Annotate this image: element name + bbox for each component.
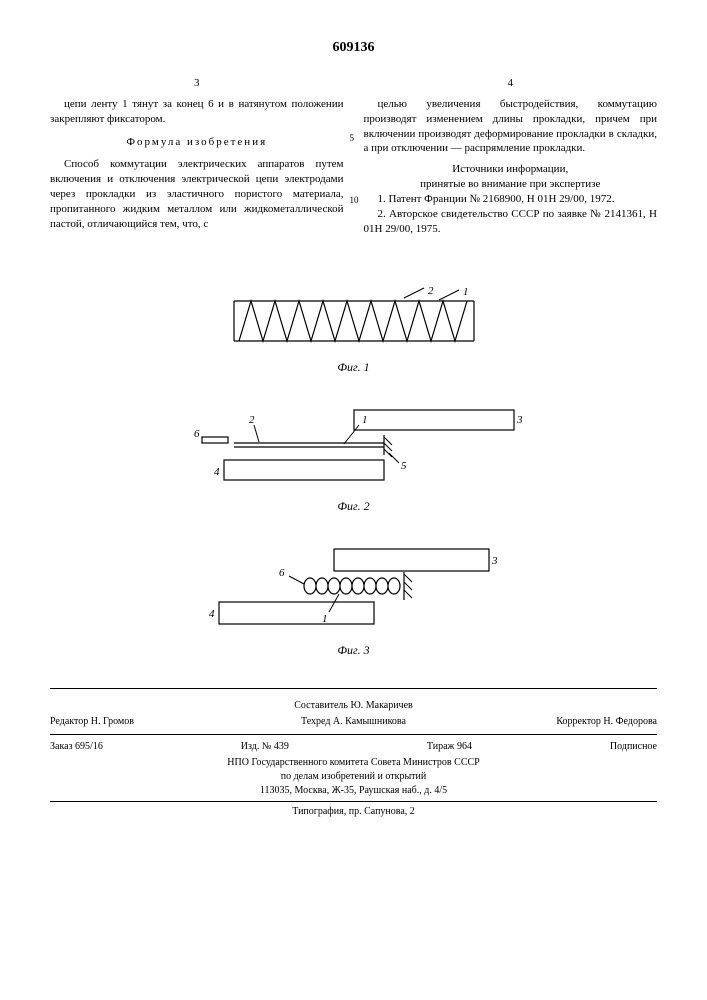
footer-compiler: Составитель Ю. Макаричев <box>50 699 657 713</box>
figures-block: 2 1 Фиг. 1 6 2 1 5 <box>50 286 657 658</box>
sources-title: Источники информации, принятые во вниман… <box>364 162 658 192</box>
col-num-left: 3 <box>50 76 344 91</box>
line-mark-10: 10 <box>350 194 359 206</box>
footer-org2: по делам изобретений и открытий <box>50 770 657 784</box>
continuation: целью увеличения быстродействия, коммута… <box>364 97 658 156</box>
line-mark-5: 5 <box>350 132 355 144</box>
right-column: 4 целью увеличения быстродействия, комму… <box>364 76 658 236</box>
footer-separator <box>50 688 657 689</box>
fig3-label-1: 1 <box>322 613 328 625</box>
text-columns: 3 цепи ленту 1 тянут за конец 6 и в натя… <box>50 76 657 236</box>
footer-tirazh: Тираж 964 <box>427 740 472 754</box>
fig2-label-4: 4 <box>214 466 220 478</box>
footer-corrector: Корректор Н. Федорова <box>455 715 657 729</box>
patent-number: 609136 <box>50 40 657 56</box>
fig3-label-3: 3 <box>491 555 498 567</box>
fig3-label-6: 6 <box>279 567 285 579</box>
left-column: 3 цепи ленту 1 тянут за конец 6 и в натя… <box>50 76 344 236</box>
fig2-label-2: 2 <box>249 414 255 426</box>
source-1: 1. Патент Франции № 2168900, Н 01Н 29/00… <box>364 192 658 207</box>
footer-credits: Редактор Н. Громов Техред А. Камышникова… <box>50 713 657 731</box>
footer-printer: Типография, пр. Сапунова, 2 <box>50 805 657 819</box>
source-2: 2. Авторское свидетельство СССР по заявк… <box>364 207 658 237</box>
footer-print-meta: Заказ 695/16 Изд. № 439 Тираж 964 Подпис… <box>50 738 657 756</box>
fig2-label-5: 5 <box>401 460 407 472</box>
footer-order: Заказ 695/16 <box>50 740 103 754</box>
fig1-label-1: 1 <box>463 286 469 298</box>
fig2-label-6: 6 <box>194 428 200 440</box>
footer-block: Составитель Ю. Макаричев Редактор Н. Гро… <box>50 699 657 819</box>
fig2-label-1: 1 <box>362 414 368 426</box>
footer-address: 113035, Москва, Ж-35, Раушская наб., д. … <box>50 784 657 798</box>
footer-subscription: Подписное <box>610 740 657 754</box>
figure-1: 2 1 <box>214 286 494 356</box>
figure-2: 6 2 1 5 3 4 <box>184 405 524 495</box>
fig2-caption: Фиг. 2 <box>50 499 657 514</box>
fig2-label-3: 3 <box>516 414 523 426</box>
footer-techred: Техред А. Камышникова <box>252 715 454 729</box>
fig1-label-2: 2 <box>428 286 434 297</box>
claim-text: Способ коммутации электрических аппарато… <box>50 157 344 231</box>
col-num-right: 4 <box>364 76 658 91</box>
fig3-caption: Фиг. 3 <box>50 643 657 658</box>
footer-org1: НПО Государственного комитета Совета Мин… <box>50 756 657 770</box>
formula-title: Формула изобретения <box>50 135 344 150</box>
fig3-label-4: 4 <box>209 608 215 620</box>
figure-3: 6 1 3 4 <box>204 544 504 639</box>
fig1-caption: Фиг. 1 <box>50 360 657 375</box>
footer-izd: Изд. № 439 <box>241 740 289 754</box>
lead-paragraph: цепи ленту 1 тянут за конец 6 и в натяну… <box>50 97 344 127</box>
footer-editor: Редактор Н. Громов <box>50 715 252 729</box>
